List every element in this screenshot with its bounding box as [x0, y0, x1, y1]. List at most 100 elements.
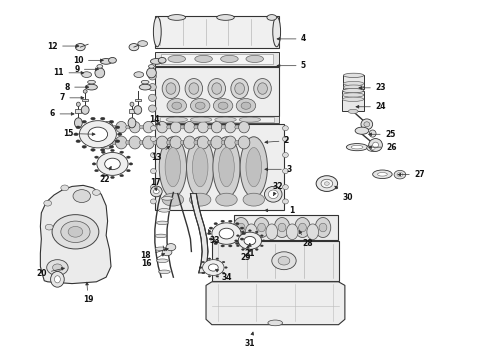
Ellipse shape: [156, 136, 168, 149]
Ellipse shape: [208, 264, 218, 271]
Ellipse shape: [155, 234, 167, 238]
Ellipse shape: [272, 252, 296, 270]
Ellipse shape: [61, 221, 90, 243]
Ellipse shape: [274, 217, 290, 238]
Ellipse shape: [153, 125, 158, 129]
Ellipse shape: [216, 193, 237, 206]
Ellipse shape: [61, 185, 69, 191]
Ellipse shape: [150, 126, 156, 131]
Ellipse shape: [207, 125, 212, 129]
Ellipse shape: [172, 102, 182, 109]
Ellipse shape: [81, 106, 89, 114]
Ellipse shape: [126, 156, 130, 158]
Ellipse shape: [150, 185, 156, 190]
Ellipse shape: [208, 78, 225, 99]
Ellipse shape: [269, 190, 278, 199]
Ellipse shape: [189, 83, 199, 94]
Ellipse shape: [254, 78, 271, 99]
Ellipse shape: [246, 148, 262, 187]
Ellipse shape: [246, 55, 264, 63]
Ellipse shape: [216, 258, 219, 260]
Ellipse shape: [373, 142, 378, 148]
Ellipse shape: [369, 130, 376, 137]
Ellipse shape: [221, 220, 224, 222]
Ellipse shape: [235, 125, 240, 129]
Ellipse shape: [233, 217, 249, 238]
Ellipse shape: [248, 230, 251, 231]
Ellipse shape: [139, 140, 144, 145]
Text: 19: 19: [83, 282, 94, 304]
Ellipse shape: [207, 140, 212, 145]
Ellipse shape: [185, 78, 202, 99]
Ellipse shape: [74, 133, 78, 136]
Ellipse shape: [165, 148, 181, 187]
Ellipse shape: [97, 153, 128, 175]
Bar: [135, 99, 141, 102]
Ellipse shape: [150, 153, 156, 157]
Ellipse shape: [361, 119, 373, 130]
Ellipse shape: [166, 117, 188, 122]
Ellipse shape: [148, 84, 156, 91]
Text: 17: 17: [150, 178, 161, 191]
Ellipse shape: [95, 68, 105, 78]
Ellipse shape: [273, 17, 281, 47]
Ellipse shape: [319, 223, 327, 232]
Ellipse shape: [134, 106, 142, 114]
Ellipse shape: [168, 15, 186, 20]
Ellipse shape: [100, 117, 105, 120]
Ellipse shape: [125, 140, 130, 145]
Ellipse shape: [120, 151, 123, 153]
Ellipse shape: [209, 238, 213, 240]
Ellipse shape: [237, 235, 239, 237]
Ellipse shape: [153, 17, 161, 47]
Polygon shape: [161, 54, 273, 64]
Ellipse shape: [143, 136, 154, 149]
Ellipse shape: [112, 140, 117, 145]
Polygon shape: [234, 215, 338, 240]
Ellipse shape: [239, 121, 249, 133]
Ellipse shape: [130, 102, 134, 107]
Ellipse shape: [287, 224, 298, 240]
Ellipse shape: [171, 121, 181, 133]
Ellipse shape: [82, 120, 86, 123]
Ellipse shape: [235, 140, 240, 145]
Ellipse shape: [208, 275, 211, 277]
Ellipse shape: [143, 121, 154, 133]
Ellipse shape: [166, 83, 176, 94]
Text: 29: 29: [241, 245, 251, 262]
Text: 6: 6: [50, 109, 74, 118]
Text: 3: 3: [265, 165, 292, 174]
Ellipse shape: [211, 121, 222, 133]
Ellipse shape: [73, 190, 91, 203]
Ellipse shape: [116, 136, 127, 149]
Text: 13: 13: [151, 146, 170, 162]
Ellipse shape: [101, 175, 105, 177]
Ellipse shape: [258, 83, 268, 94]
Ellipse shape: [88, 80, 96, 84]
Ellipse shape: [150, 199, 156, 204]
Ellipse shape: [194, 140, 199, 145]
Polygon shape: [191, 194, 208, 273]
Text: 30: 30: [335, 186, 353, 202]
Text: 20: 20: [36, 267, 64, 278]
Bar: [343, 91, 364, 111]
Ellipse shape: [115, 126, 120, 129]
Ellipse shape: [196, 102, 205, 109]
Ellipse shape: [213, 137, 240, 198]
Ellipse shape: [283, 136, 288, 141]
Ellipse shape: [343, 93, 364, 97]
Ellipse shape: [86, 84, 98, 90]
Ellipse shape: [217, 15, 234, 20]
Ellipse shape: [236, 242, 239, 244]
Text: 21: 21: [245, 243, 255, 258]
Text: 28: 28: [299, 231, 313, 248]
Text: 31: 31: [245, 332, 255, 348]
Polygon shape: [206, 282, 345, 325]
Text: 5: 5: [277, 61, 306, 70]
Ellipse shape: [367, 144, 378, 152]
Ellipse shape: [187, 137, 214, 198]
Ellipse shape: [118, 133, 122, 136]
Ellipse shape: [92, 163, 96, 165]
Ellipse shape: [307, 224, 318, 240]
Polygon shape: [155, 67, 279, 116]
